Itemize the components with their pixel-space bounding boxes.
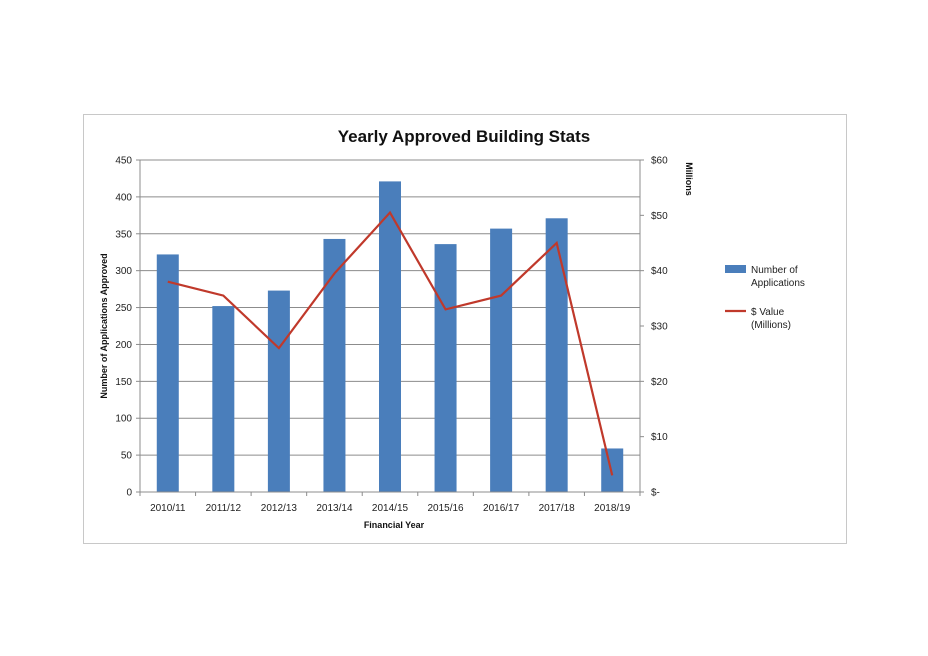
x-tick-label: 2011/12 <box>206 503 242 514</box>
y-tick-label: 300 <box>115 266 132 277</box>
y2-axis-title: Millions <box>684 162 694 196</box>
legend: Number of Applications $ Value (Millions) <box>725 265 805 331</box>
legend-label-bars: Number of <box>751 265 798 276</box>
y-tick-label: 400 <box>115 192 132 203</box>
y-tick-label: 200 <box>115 340 132 351</box>
tick-labels: 0 50 100 150 200 250 300 350 400 450 $- $10 $20 $30 $4… <box>115 156 668 515</box>
chart-svg: Yearly Approved Building Stats 0 50 100 150… <box>99 127 805 530</box>
y2-tick-label: $- <box>651 488 660 499</box>
y-tick-label: 450 <box>115 156 132 167</box>
y2-tick-label: $40 <box>651 266 668 277</box>
bar <box>545 218 568 492</box>
bar <box>379 181 401 492</box>
x-tick-label: 2014/15 <box>372 503 409 514</box>
y2-tick-label: $10 <box>651 432 668 443</box>
chart-title: Yearly Approved Building Stats <box>338 127 591 146</box>
y2-tick-label: $20 <box>651 377 668 388</box>
x-axis-title: Financial Year <box>364 520 425 530</box>
y-tick-label: 100 <box>115 414 132 425</box>
bar <box>434 244 457 492</box>
x-tick-label: 2012/13 <box>261 503 298 514</box>
bars <box>156 181 624 492</box>
value-line <box>167 210 614 476</box>
legend-label-bars: Applications <box>751 278 805 289</box>
y2-tick-label: $60 <box>651 156 668 167</box>
y-tick-label: 250 <box>115 303 132 314</box>
y-tick-label: 0 <box>126 488 132 499</box>
x-tick-label: 2017/18 <box>539 503 576 514</box>
x-tick-label: 2010/11 <box>150 503 186 514</box>
y2-tick-label: $50 <box>651 211 668 222</box>
legend-label-line: (Millions) <box>751 320 791 331</box>
y-tick-label: 350 <box>115 229 132 240</box>
chart-frame: Yearly Approved Building Stats 0 50 100 150… <box>83 114 847 544</box>
bar <box>212 306 235 492</box>
bar <box>490 228 513 492</box>
bar <box>267 290 290 492</box>
y-tick-label: 150 <box>115 377 132 388</box>
bar <box>156 254 179 492</box>
axes <box>136 159 644 496</box>
x-tick-label: 2016/17 <box>483 503 520 514</box>
bar <box>601 448 624 492</box>
y-axis-title: Number of Applications Approved <box>99 253 109 398</box>
x-tick-label: 2015/16 <box>427 503 464 514</box>
x-tick-label: 2013/14 <box>316 503 353 514</box>
y2-tick-label: $30 <box>651 322 668 333</box>
x-tick-label: 2018/19 <box>594 503 631 514</box>
legend-label-line: $ Value <box>751 307 785 318</box>
y-tick-label: 50 <box>121 451 133 462</box>
legend-swatch-bars <box>725 265 746 273</box>
bar <box>323 238 346 492</box>
